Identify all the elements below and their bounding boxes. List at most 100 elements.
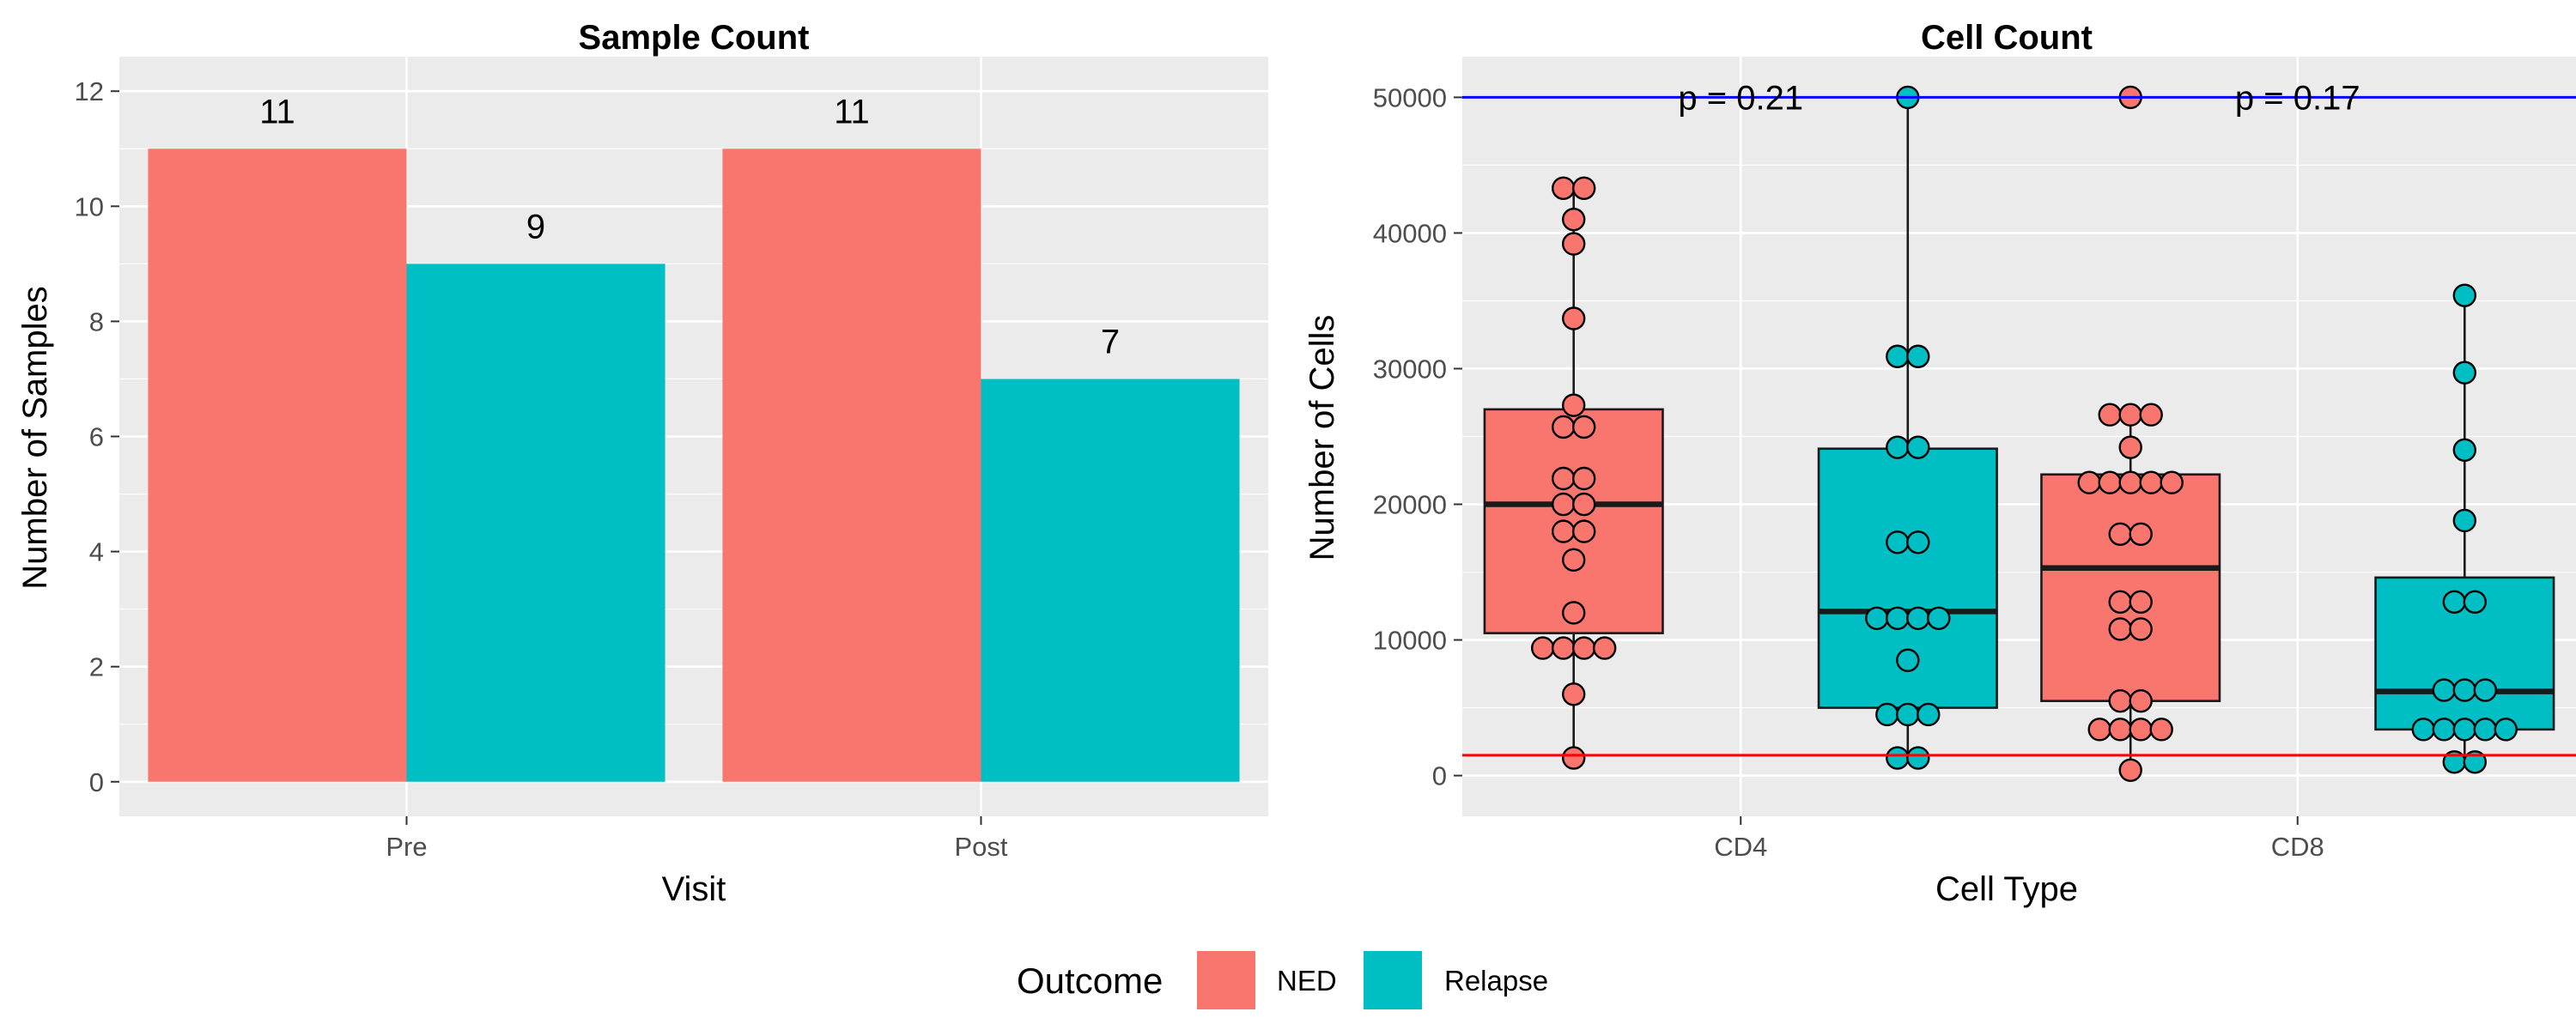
sample-count-y-axis-title: Number of Samples — [16, 286, 54, 589]
sample-count-y-tick-label: 4 — [89, 537, 104, 567]
bar-value-label: 9 — [526, 208, 545, 245]
box-cd4-ned-point — [1571, 492, 1596, 517]
box-cd4-relapse-point — [1917, 702, 1941, 727]
sample-count-y-tick-label: 10 — [75, 191, 104, 221]
box-cd4-ned-point — [1571, 415, 1596, 439]
box-cd4-ned-point — [1551, 176, 1576, 200]
box-cd4-ned-point — [1592, 636, 1617, 660]
box-cd8-relapse-point — [2473, 678, 2498, 702]
box-cd8-ned-point — [2108, 718, 2132, 742]
box-cd4-relapse-point — [1906, 435, 1930, 459]
box-cd8-ned-point — [2098, 403, 2122, 427]
box-cd4-ned-point — [1551, 636, 1576, 660]
cell-count-y-axis-title: Number of Cells — [1303, 315, 1341, 561]
box-cd8-relapse-point — [2452, 360, 2477, 385]
cell-count-y-tick-label: 40000 — [1373, 218, 1447, 248]
box-cd4-ned-point — [1561, 548, 1586, 573]
cell-count-y-tick-label: 30000 — [1373, 354, 1447, 384]
box-cd4-relapse-point — [1875, 702, 1899, 727]
cell-count-title: Cell Count — [1921, 19, 2093, 57]
box-cd4-ned-point — [1561, 746, 1586, 770]
legend-title: Outcome — [1017, 960, 1163, 1001]
sample-count-x-axis: Pre Post — [386, 816, 1008, 862]
box-cd8-ned-point — [2108, 522, 2132, 546]
legend-key-relapse — [1364, 951, 1422, 1009]
box-cd4-relapse-point — [1906, 606, 1930, 630]
cell-count-y-tick-label: 0 — [1432, 761, 1447, 791]
box-cd4-ned-point — [1561, 232, 1586, 256]
box-cd4-ned-point — [1561, 306, 1586, 330]
box-cd8-ned-point — [2160, 470, 2184, 494]
cell-count-x-tick-label: CD8 — [2271, 832, 2324, 862]
sample-count-y-tick-label: 8 — [89, 306, 104, 336]
box-cd8-relapse-point — [2463, 590, 2488, 615]
box-cd4-relapse-point — [1886, 746, 1910, 770]
box-cd4-relapse-point — [1896, 702, 1920, 727]
box-cd4-ned-point — [1571, 176, 1596, 200]
box-cd4-relapse-point — [1906, 530, 1930, 554]
box-cd8-relapse-point — [2494, 718, 2518, 742]
box-cd8-ned-point — [2139, 403, 2163, 427]
box-cd8-ned-point — [2108, 617, 2132, 641]
box-cd8-relapse-point — [2463, 750, 2488, 774]
cell-count-y-tick-label: 20000 — [1373, 490, 1447, 520]
box-cd8-relapse-point — [2452, 283, 2477, 307]
box-cd8-relapse-point — [2452, 508, 2477, 533]
box-cd4-ned-point — [1551, 519, 1576, 543]
legend: Outcome NED Relapse — [1017, 951, 1548, 1009]
sample-count-bars — [148, 148, 1240, 782]
sample-count-x-axis-title: Visit — [662, 870, 726, 908]
box-cd4-ned-point — [1561, 393, 1586, 417]
cell-count-x-axis-title: Cell Type — [1935, 870, 2078, 908]
box-cd4-ned-body — [1483, 408, 1664, 634]
cell-count-y-tick-label: 50000 — [1373, 82, 1447, 112]
box-cd4-ned-point — [1561, 601, 1586, 625]
box-cd4-ned-point — [1561, 682, 1586, 706]
box-cd8-ned-point — [2149, 718, 2173, 742]
bar-pre-relapse — [406, 264, 665, 782]
sample-count-title: Sample Count — [579, 19, 810, 57]
sample-count-y-axis: 0 2 4 6 8 10 12 — [75, 76, 119, 797]
box-cd8-relapse-point — [2442, 590, 2467, 615]
box-cd4-relapse-point — [1886, 606, 1910, 630]
sample-count-y-tick-label: 6 — [89, 422, 104, 452]
box-cd8-ned-body — [2040, 473, 2221, 702]
bar-post-relapse — [981, 379, 1240, 782]
bar-value-label: 7 — [1101, 323, 1120, 360]
box-cd4-relapse-point — [1896, 648, 1920, 672]
box-cd8-ned-point — [2098, 470, 2122, 494]
box-cd8-ned-point — [2118, 470, 2142, 494]
sample-count-x-tick-label: Pre — [386, 832, 427, 862]
cell-count-x-axis: CD4 CD8 — [1714, 816, 2324, 862]
box-cd8-ned-point — [2129, 617, 2153, 641]
sample-count-panel: 11 9 11 7 0 2 4 6 8 10 12 Pre Post Sample Count Vi… — [16, 19, 1268, 908]
box-cd8-relapse-point — [2452, 678, 2477, 702]
sample-count-data-labels: 11 9 11 7 — [259, 93, 1120, 360]
box-cd4-relapse-point — [1865, 606, 1889, 630]
cell-count-boxes — [1483, 97, 2555, 771]
box-cd8-ned-point — [2087, 718, 2111, 742]
box-cd8-relapse-point — [2452, 438, 2477, 463]
bar-pre-ned — [148, 148, 407, 782]
legend-label-relapse: Relapse — [1444, 965, 1548, 997]
sample-count-y-tick-label: 0 — [89, 767, 104, 797]
box-cd8-ned-point — [2139, 470, 2163, 494]
box-cd8-ned-point — [2108, 688, 2132, 713]
legend-label-ned: NED — [1277, 965, 1337, 997]
box-cd4-relapse-point — [1906, 344, 1930, 368]
cell-count-panel: p = 0.21 p = 0.17 0 10000 20000 30000 40000 50… — [1303, 19, 2576, 908]
cell-count-y-axis: 0 10000 20000 30000 40000 50000 — [1373, 82, 1462, 791]
box-cd8-ned-point — [2118, 435, 2142, 459]
bar-post-ned — [722, 148, 981, 782]
box-cd8-relapse-point — [2473, 718, 2498, 742]
box-cd8-relapse-point — [2411, 718, 2436, 742]
box-cd8-ned-point — [2129, 688, 2153, 713]
box-cd8-ned-point — [2108, 590, 2132, 615]
box-cd8-ned-point — [2077, 470, 2101, 494]
sample-count-y-tick-label: 12 — [75, 76, 104, 106]
bar-value-label: 11 — [834, 93, 870, 130]
box-cd4-ned-point — [1571, 636, 1596, 660]
box-cd4-relapse-point — [1886, 344, 1910, 368]
sample-count-y-tick-label: 2 — [89, 652, 104, 682]
